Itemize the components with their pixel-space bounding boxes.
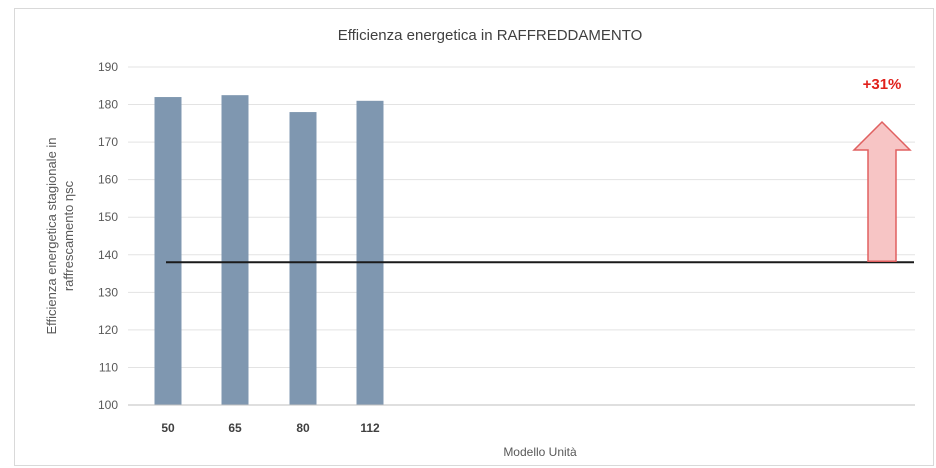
chart-title: Efficienza energetica in RAFFREDDAMENTO [338, 27, 643, 44]
y-tick-label: 170 [98, 135, 118, 149]
x-axis-categories: 50 65 80 112 [161, 421, 380, 435]
y-tick-label: 190 [98, 60, 118, 74]
y-tick-label: 130 [98, 285, 118, 299]
bar-65 [221, 95, 249, 406]
y-axis-ticks: 100 110 120 130 140 150 160 170 180 190 [98, 60, 118, 412]
x-axis-label: Modello Unità [503, 445, 577, 459]
y-tick-label: 100 [98, 398, 118, 412]
grid [128, 66, 915, 368]
y-tick-label: 120 [98, 323, 118, 337]
increase-annotation: +31% [863, 76, 902, 93]
x-category-label: 65 [228, 421, 242, 435]
bar-112 [356, 100, 384, 406]
y-tick-label: 150 [98, 210, 118, 224]
x-category-label: 50 [161, 421, 175, 435]
bar-80 [289, 112, 317, 406]
y-axis-label-line-1: Efficienza energetica stagionale in [44, 137, 59, 334]
increase-arrow-icon [852, 120, 912, 263]
x-category-label: 112 [360, 421, 380, 435]
y-tick-label: 140 [98, 248, 118, 262]
bar-50 [154, 97, 182, 406]
y-axis-label: Efficienza energetica stagionale in raff… [44, 137, 76, 334]
y-tick-label: 110 [99, 360, 118, 374]
y-tick-label: 180 [98, 98, 118, 112]
y-tick-label: 160 [98, 173, 118, 187]
x-category-label: 80 [296, 421, 310, 435]
bars [154, 95, 384, 406]
y-axis-label-line-2: raffrescamento ηsc [61, 180, 76, 291]
